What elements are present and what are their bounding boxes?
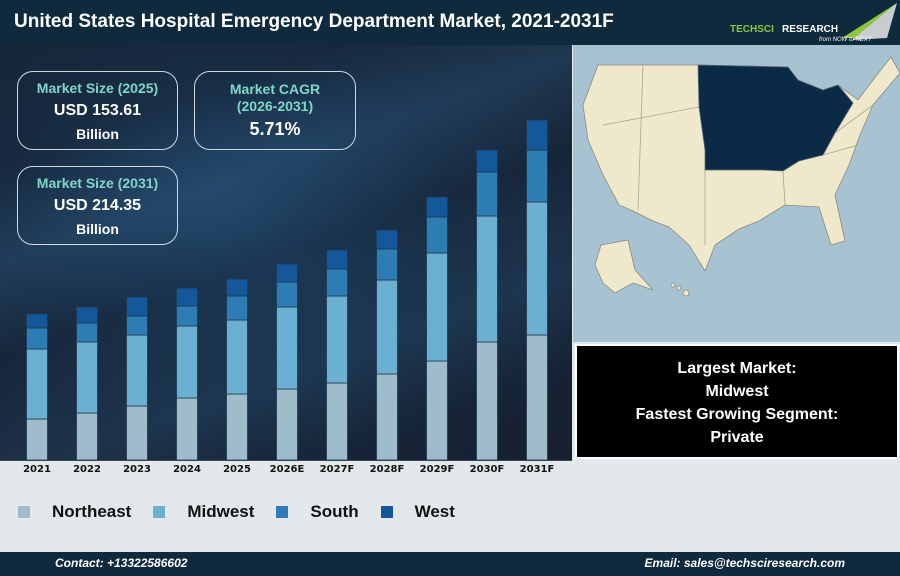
legend-item-midwest: Midwest [153, 502, 254, 522]
kpi-value: USD 214.35 [53, 197, 142, 214]
bar-northeast-2029F [426, 360, 448, 461]
bar-midwest-2026E [276, 306, 298, 390]
bar-west-2031F [526, 119, 548, 151]
header: United States Hospital Emergency Departm… [0, 0, 900, 45]
bar-south-2025 [226, 295, 248, 321]
x-tick-label: 2028F [370, 464, 405, 475]
bar-south-2023 [126, 315, 148, 336]
x-tick-label: 2029F [420, 464, 455, 475]
kpi-label: Market Size (2025) [36, 80, 159, 96]
x-tick-label: 2026E [270, 464, 305, 475]
bar-midwest-2024 [176, 325, 198, 399]
stacked-bar-chart: 2021 2022 2023 2024 2025 2026E 2027F 2028F 2029F… [0, 119, 572, 475]
bar-northeast-2028F [376, 373, 398, 461]
largest-market-value: Midwest [705, 383, 769, 400]
kpi-value: USD 153.61 [53, 102, 142, 119]
bar-south-2021 [26, 327, 48, 350]
bar-midwest-2028F [376, 279, 398, 375]
market-highlights-box: Largest Market: Midwest Fastest Growing … [575, 344, 899, 459]
bar-northeast-2030F [476, 341, 498, 461]
bar-west-2023 [126, 296, 148, 317]
x-tick-label: 2025 [223, 464, 251, 475]
bar-midwest-2021 [26, 348, 48, 420]
fastest-segment-value: Private [710, 429, 764, 446]
chart-legend: Northeast Midwest South West [18, 502, 477, 522]
legend-label: Northeast [52, 502, 132, 521]
svg-text:TECHSCI: TECHSCI [730, 24, 774, 35]
bar-south-2031F [526, 149, 548, 203]
bar-south-2024 [176, 305, 198, 327]
x-tick-label: 2027F [320, 464, 355, 475]
svg-text:from NOW to NEXT: from NOW to NEXT [819, 37, 873, 43]
footer: Contact: +13322586602 Email: sales@techs… [0, 552, 900, 576]
legend-item-west: West [380, 502, 455, 522]
kpi-value: 5.71% [249, 119, 301, 139]
x-tick-label: 2024 [173, 464, 201, 475]
bar-west-2027F [326, 249, 348, 270]
bar-northeast-2031F [526, 334, 548, 461]
legend-swatch [380, 506, 393, 518]
legend-item-south: South [276, 502, 359, 522]
legend-label: South [310, 502, 359, 521]
bar-south-2026E [276, 281, 298, 308]
alaska [594, 239, 654, 294]
bar-midwest-2027F [326, 295, 348, 384]
contact-phone: Contact: +13322586602 [55, 556, 188, 570]
us-map-panel [573, 45, 900, 342]
bar-midwest-2022 [76, 341, 98, 414]
kpi-market-size-2025: Market Size (2025) USD 153.61 Billion [17, 71, 178, 150]
legend-label: West [414, 502, 455, 521]
bar-midwest-2025 [226, 319, 248, 395]
bar-west-2028F [376, 229, 398, 250]
bar-northeast-2026E [276, 388, 298, 461]
x-tick-label: 2023 [123, 464, 151, 475]
kpi-market-size-2031: Market Size (2031) USD 214.35 Billion [17, 166, 178, 245]
svg-text:RESEARCH: RESEARCH [782, 24, 838, 35]
bar-west-2024 [176, 287, 198, 307]
bar-northeast-2024 [176, 397, 198, 461]
kpi-unit: Billion [76, 221, 119, 237]
us-map [582, 56, 900, 297]
bar-south-2030F [476, 171, 498, 217]
bar-northeast-2025 [226, 393, 248, 461]
bar-south-2027F [326, 268, 348, 297]
bar-midwest-2030F [476, 215, 498, 343]
bar-south-2029F [426, 216, 448, 254]
bar-northeast-2023 [126, 405, 148, 461]
x-tick-label: 2031F [520, 464, 555, 475]
x-tick-label: 2022 [73, 464, 101, 475]
kpi-label: Market CAGR (2026-2031) [229, 81, 321, 114]
kpi-cagr: Market CAGR (2026-2031) 5.71% [194, 71, 356, 150]
page-title: United States Hospital Emergency Departm… [14, 11, 614, 32]
x-tick-label: 2030F [470, 464, 505, 475]
bar-midwest-2029F [426, 252, 448, 362]
legend-swatch [153, 506, 166, 518]
legend-item-northeast: Northeast [18, 502, 131, 522]
largest-market-label: Largest Market: [677, 360, 797, 377]
bar-west-2030F [476, 149, 498, 173]
bar-northeast-2021 [26, 418, 48, 461]
bar-south-2028F [376, 248, 398, 281]
bar-northeast-2022 [76, 412, 98, 461]
bar-midwest-2031F [526, 201, 548, 336]
bar-west-2026E [276, 263, 298, 283]
fastest-segment-label: Fastest Growing Segment: [635, 406, 839, 423]
bar-midwest-2023 [126, 334, 148, 407]
bar-west-2029F [426, 196, 448, 218]
contact-email: Email: sales@techsciresearch.com [644, 556, 845, 570]
bar-south-2022 [76, 322, 98, 343]
legend-swatch [18, 506, 30, 518]
techsci-logo: TECHSCI RESEARCH from NOW to NEXT [730, 3, 897, 43]
bar-northeast-2027F [326, 382, 348, 461]
x-tick-label: 2021 [23, 464, 51, 475]
kpi-unit: Billion [76, 126, 119, 142]
kpi-label: Market Size (2031) [36, 175, 159, 191]
bar-west-2021 [26, 313, 48, 329]
legend-swatch [276, 506, 289, 518]
bar-west-2025 [226, 278, 248, 297]
bar-west-2022 [76, 306, 98, 324]
legend-label: Midwest [187, 502, 255, 521]
